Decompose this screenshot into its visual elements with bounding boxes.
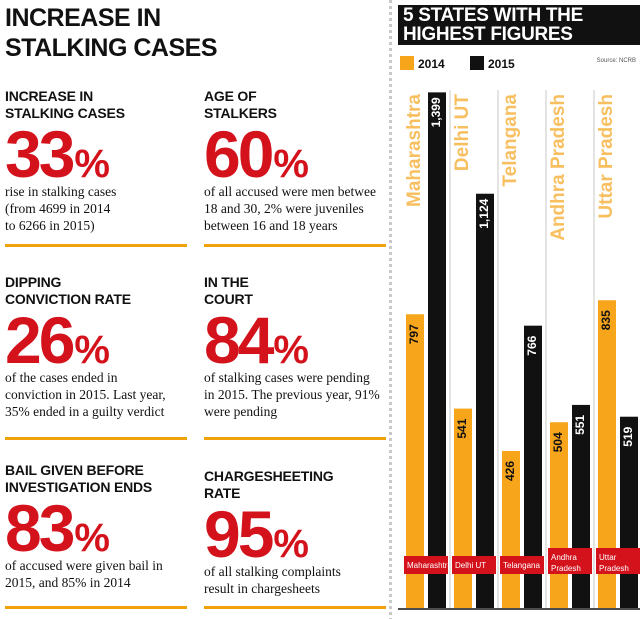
state-name-label: Delhi UT	[452, 94, 473, 171]
category-label-box	[548, 548, 592, 574]
legend-swatch	[470, 56, 484, 70]
stat-description: of all accused were men betwee 18 and 30,…	[204, 184, 377, 233]
stat-value: 95%	[204, 497, 309, 571]
bar-2015	[428, 92, 446, 608]
stat-heading: AGE OF STALKERS	[204, 88, 277, 121]
divider	[204, 244, 386, 247]
stat-value: 60%	[204, 117, 309, 191]
page-title: INCREASE IN STALKING CASES	[5, 4, 218, 62]
stat-court: IN THE COURT 84% of stalking cases were p…	[204, 274, 389, 420]
column-separator	[389, 0, 392, 619]
stat-chargesheeting: CHARGESHEETING RATE 95% of all stalking c…	[204, 468, 389, 597]
divider	[5, 606, 187, 609]
data-label: 1,399	[429, 97, 443, 127]
data-label: 551	[573, 415, 587, 435]
stat-value: 84%	[204, 303, 309, 377]
divider	[204, 606, 386, 609]
bar-2015	[524, 325, 542, 608]
bar-2014	[406, 314, 424, 608]
stat-description: of the cases ended in conviction in 2015.…	[5, 370, 166, 419]
bar-2014	[598, 300, 616, 608]
chart-plot: 797 1,399 Maharashtra Maharashtra 541 1,124 De…	[398, 90, 640, 610]
bar-2015	[476, 193, 494, 608]
stat-value: 83%	[5, 491, 110, 565]
category-label: Delhi UT	[455, 561, 486, 570]
data-label: 504	[551, 432, 565, 452]
state-name-label: Andhra Pradesh	[548, 94, 569, 241]
legend-item-2014: 2014	[400, 56, 445, 72]
stat-heading: DIPPING CONVICTION RATE	[5, 274, 131, 307]
stat-description: rise in stalking cases (from 4699 in 2014…	[5, 184, 117, 233]
stat-bail: BAIL GIVEN BEFORE INVESTIGATION ENDS 83% …	[5, 462, 190, 591]
category-label: Pradesh	[599, 564, 629, 573]
data-label: 519	[621, 426, 635, 446]
data-label: 541	[455, 418, 469, 438]
data-label: 835	[599, 310, 613, 330]
state-name-label: Maharashtra	[404, 94, 425, 207]
legend-item-2015: 2015	[470, 56, 515, 72]
state-name-label: Uttar Pradesh	[596, 94, 617, 219]
stat-heading: BAIL GIVEN BEFORE INVESTIGATION ENDS	[5, 462, 153, 495]
category-label: Uttar	[599, 553, 617, 562]
category-label-box	[404, 556, 448, 574]
stat-heading: CHARGESHEETING RATE	[204, 468, 334, 501]
data-label: 426	[503, 461, 517, 481]
category-label-box	[500, 556, 544, 574]
source-note: Source: NCRB	[596, 58, 636, 64]
state-name-label: Telangana	[500, 94, 521, 187]
stat-heading: IN THE COURT	[204, 274, 253, 307]
chart-legend: 2014 2015 Source: NCRB	[398, 56, 640, 72]
stat-description: of stalking cases were pending in 2015. T…	[204, 370, 380, 419]
divider	[5, 244, 187, 247]
category-label: Pradesh	[551, 564, 581, 573]
stat-description: of accused were given bail in 2015, and 8…	[5, 558, 163, 590]
stat-age: AGE OF STALKERS 60% of all accused were m…	[204, 88, 389, 234]
category-label-box	[452, 556, 496, 574]
category-label: Andhra	[551, 553, 577, 562]
stat-increase: INCREASE IN STALKING CASES 33% rise in st…	[5, 88, 190, 234]
data-label: 1,124	[477, 198, 491, 228]
chart-panel: 5 STATES WITH THE HIGHEST FIGURES 2014 20…	[398, 0, 640, 619]
stat-heading: INCREASE IN STALKING CASES	[5, 88, 125, 121]
stat-description: of all stalking complaints result in char…	[204, 564, 341, 596]
stat-conviction: DIPPING CONVICTION RATE 26% of the cases …	[5, 274, 190, 420]
legend-swatch	[400, 56, 414, 70]
chart-title: 5 STATES WITH THE HIGHEST FIGURES	[398, 5, 640, 45]
category-label: Telangana	[503, 561, 540, 570]
stat-value: 26%	[5, 303, 110, 377]
data-label: 797	[407, 324, 421, 344]
data-label: 766	[525, 335, 539, 355]
category-label-box	[596, 548, 640, 574]
divider	[204, 437, 386, 440]
category-label: Maharashtra	[407, 561, 452, 570]
stat-value: 33%	[5, 117, 110, 191]
divider	[5, 437, 187, 440]
